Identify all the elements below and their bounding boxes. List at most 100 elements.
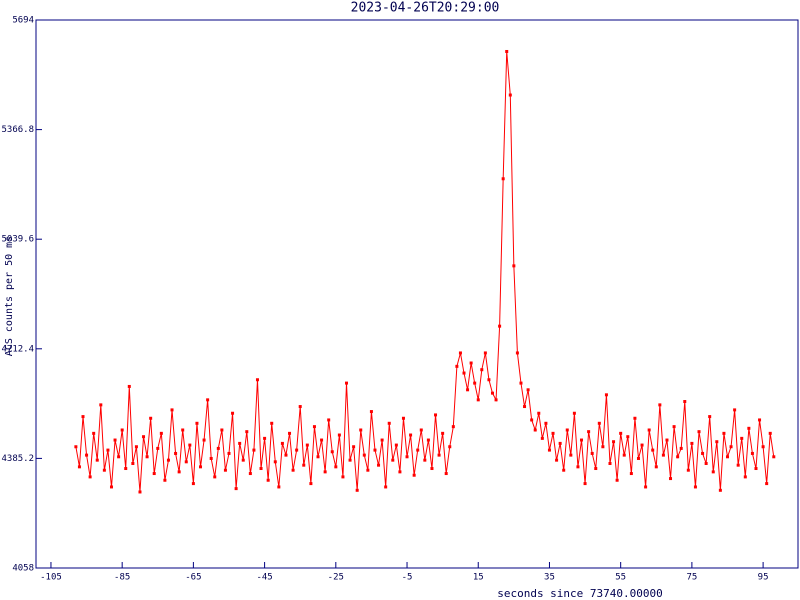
- data-point: [152, 472, 156, 476]
- data-point: [765, 482, 769, 486]
- data-point: [113, 438, 117, 442]
- data-point: [772, 455, 776, 459]
- x-axis-label: seconds since 73740.00000: [497, 587, 663, 600]
- data-point: [441, 431, 445, 435]
- data-point: [344, 381, 348, 385]
- x-tick-label: -85: [114, 573, 130, 583]
- data-point: [209, 456, 213, 460]
- data-point: [451, 425, 455, 429]
- data-point: [323, 470, 327, 474]
- data-point: [562, 468, 566, 472]
- data-point: [184, 460, 188, 464]
- data-point: [202, 438, 206, 442]
- data-point: [401, 416, 405, 420]
- data-point: [458, 351, 462, 355]
- data-point: [377, 463, 381, 467]
- data-point: [615, 478, 619, 482]
- data-point: [758, 418, 762, 422]
- data-point: [106, 448, 110, 452]
- data-point: [252, 448, 256, 452]
- data-point: [444, 472, 448, 476]
- data-point: [576, 465, 580, 469]
- data-point: [277, 485, 281, 489]
- data-point: [170, 408, 174, 412]
- data-point: [341, 475, 345, 479]
- data-point: [733, 408, 737, 412]
- data-point: [725, 455, 729, 459]
- data-point: [612, 440, 616, 444]
- data-point: [483, 351, 487, 355]
- data-point: [127, 384, 131, 388]
- data-point: [124, 467, 128, 471]
- data-point: [330, 450, 334, 454]
- data-point: [348, 458, 352, 462]
- data-point: [651, 448, 655, 452]
- data-point: [619, 431, 623, 435]
- data-point: [255, 378, 259, 382]
- x-tick-label: 15: [473, 573, 484, 583]
- data-point: [337, 433, 341, 437]
- data-point: [412, 473, 416, 477]
- data-point: [241, 458, 245, 462]
- data-point: [608, 461, 612, 465]
- data-point: [572, 411, 576, 415]
- data-point: [309, 482, 313, 486]
- data-point: [580, 438, 584, 442]
- data-point: [362, 453, 366, 457]
- x-tick-label: 35: [544, 573, 555, 583]
- data-point: [188, 443, 192, 447]
- data-point: [131, 461, 135, 465]
- data-point: [199, 465, 203, 469]
- data-point: [366, 468, 370, 472]
- data-point: [174, 451, 178, 455]
- data-point: [761, 445, 765, 449]
- data-point: [263, 436, 267, 440]
- data-point: [669, 477, 673, 481]
- data-point: [587, 430, 591, 434]
- data-point: [729, 445, 733, 449]
- data-point: [597, 421, 601, 425]
- data-point: [270, 421, 274, 425]
- data-point: [238, 441, 242, 445]
- y-tick-label: 4712.4: [1, 344, 34, 354]
- data-point: [266, 478, 270, 482]
- data-point: [515, 351, 519, 355]
- data-point: [644, 485, 648, 489]
- data-point: [590, 451, 594, 455]
- data-point: [234, 487, 238, 491]
- data-point: [288, 431, 292, 435]
- y-axis-label: ACS counts per 50 ms: [4, 236, 15, 356]
- data-point: [455, 364, 459, 368]
- data-point: [537, 411, 541, 415]
- data-point: [181, 428, 185, 432]
- data-point: [654, 465, 658, 469]
- data-point: [419, 428, 423, 432]
- y-tick-label: 5039.6: [1, 235, 34, 245]
- data-point: [676, 455, 680, 459]
- y-tick-label: 4058: [12, 564, 34, 574]
- data-point: [594, 467, 598, 471]
- y-tick-label: 4385.2: [1, 454, 34, 464]
- data-point: [740, 436, 744, 440]
- x-tick-label: -65: [185, 573, 201, 583]
- data-point: [95, 458, 99, 462]
- data-point: [466, 388, 470, 392]
- data-point: [508, 93, 512, 97]
- data-point: [672, 425, 676, 429]
- data-point: [547, 448, 551, 452]
- data-point: [380, 438, 384, 442]
- data-point: [259, 467, 263, 471]
- data-point: [661, 453, 665, 457]
- y-tick-label: 5694: [12, 16, 34, 26]
- data-point: [697, 430, 701, 434]
- data-point: [480, 368, 484, 372]
- data-point: [394, 443, 398, 447]
- data-point: [387, 421, 391, 425]
- data-point: [530, 418, 534, 422]
- data-point: [647, 428, 651, 432]
- data-point: [523, 405, 527, 409]
- data-point: [409, 433, 413, 437]
- data-point: [316, 455, 320, 459]
- data-point: [426, 438, 430, 442]
